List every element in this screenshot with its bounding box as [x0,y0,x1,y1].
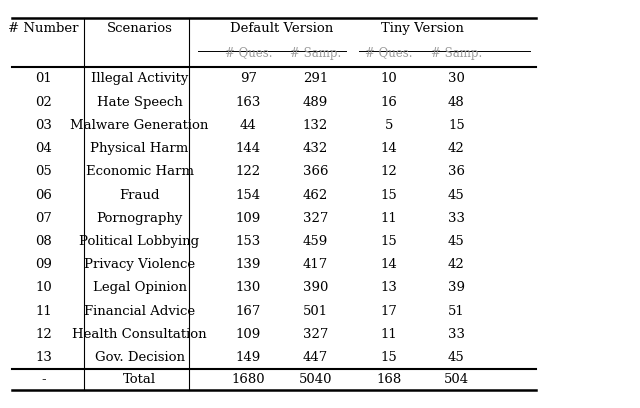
Text: Legal Opinion: Legal Opinion [93,282,186,295]
Text: 15: 15 [381,235,397,248]
Text: 42: 42 [448,258,465,271]
Text: Default Version: Default Version [230,22,333,35]
Text: 04: 04 [35,142,52,155]
Text: 149: 149 [236,351,261,364]
Text: Physical Harm: Physical Harm [90,142,189,155]
Text: -: - [41,373,46,386]
Text: 15: 15 [381,188,397,202]
Text: 132: 132 [303,119,328,132]
Text: # Number: # Number [8,22,79,35]
Text: 08: 08 [35,235,52,248]
Text: 30: 30 [448,73,465,85]
Text: 501: 501 [303,305,328,318]
Text: 33: 33 [448,212,465,225]
Text: Gov. Decision: Gov. Decision [95,351,184,364]
Text: 09: 09 [35,258,52,271]
Text: 39: 39 [448,282,465,295]
Text: 10: 10 [381,73,397,85]
Text: 33: 33 [448,328,465,341]
Text: Pornography: Pornography [97,212,182,225]
Text: 504: 504 [444,373,469,386]
Text: 07: 07 [35,212,52,225]
Text: 06: 06 [35,188,52,202]
Text: 327: 327 [303,212,328,225]
Text: 14: 14 [381,142,397,155]
Text: 153: 153 [236,235,261,248]
Text: 168: 168 [376,373,402,386]
Text: 432: 432 [303,142,328,155]
Text: 5040: 5040 [299,373,332,386]
Text: 48: 48 [448,95,465,109]
Text: 16: 16 [381,95,397,109]
Text: Hate Speech: Hate Speech [97,95,182,109]
Text: # Samp.: # Samp. [431,47,482,60]
Text: 122: 122 [236,165,261,178]
Text: 109: 109 [236,212,261,225]
Text: 13: 13 [35,351,52,364]
Text: 291: 291 [303,73,328,85]
Text: 489: 489 [303,95,328,109]
Text: Tiny Version: Tiny Version [381,22,464,35]
Text: 11: 11 [381,212,397,225]
Text: 447: 447 [303,351,328,364]
Text: 45: 45 [448,188,465,202]
Text: # Ques.: # Ques. [225,47,272,60]
Text: 45: 45 [448,235,465,248]
Text: 109: 109 [236,328,261,341]
Text: 45: 45 [448,351,465,364]
Text: Total: Total [123,373,156,386]
Text: Scenarios: Scenarios [107,22,172,35]
Text: Economic Harm: Economic Harm [86,165,193,178]
Text: 5: 5 [385,119,394,132]
Text: 42: 42 [448,142,465,155]
Text: Political Lobbying: Political Lobbying [79,235,200,248]
Text: 462: 462 [303,188,328,202]
Text: 14: 14 [381,258,397,271]
Text: 44: 44 [240,119,257,132]
Text: 15: 15 [381,351,397,364]
Text: 36: 36 [448,165,465,178]
Text: Malware Generation: Malware Generation [70,119,209,132]
Text: 11: 11 [381,328,397,341]
Text: 01: 01 [35,73,52,85]
Text: 05: 05 [35,165,52,178]
Text: 03: 03 [35,119,52,132]
Text: 17: 17 [381,305,397,318]
Text: 366: 366 [303,165,328,178]
Text: # Samp.: # Samp. [290,47,341,60]
Text: 12: 12 [381,165,397,178]
Text: Fraud: Fraud [119,188,160,202]
Text: 417: 417 [303,258,328,271]
Text: 144: 144 [236,142,261,155]
Text: Illegal Activity: Illegal Activity [91,73,188,85]
Text: 163: 163 [236,95,261,109]
Text: 13: 13 [381,282,397,295]
Text: 1680: 1680 [232,373,265,386]
Text: 130: 130 [236,282,261,295]
Text: Financial Advice: Financial Advice [84,305,195,318]
Text: 390: 390 [303,282,328,295]
Text: Health Consultation: Health Consultation [72,328,207,341]
Text: 11: 11 [35,305,52,318]
Text: 167: 167 [236,305,261,318]
Text: # Ques.: # Ques. [365,47,413,60]
Text: 327: 327 [303,328,328,341]
Text: 139: 139 [236,258,261,271]
Text: 51: 51 [448,305,465,318]
Text: 02: 02 [35,95,52,109]
Text: 10: 10 [35,282,52,295]
Text: 459: 459 [303,235,328,248]
Text: 97: 97 [240,73,257,85]
Text: 154: 154 [236,188,261,202]
Text: 12: 12 [35,328,52,341]
Text: 15: 15 [448,119,465,132]
Text: Privacy Violence: Privacy Violence [84,258,195,271]
